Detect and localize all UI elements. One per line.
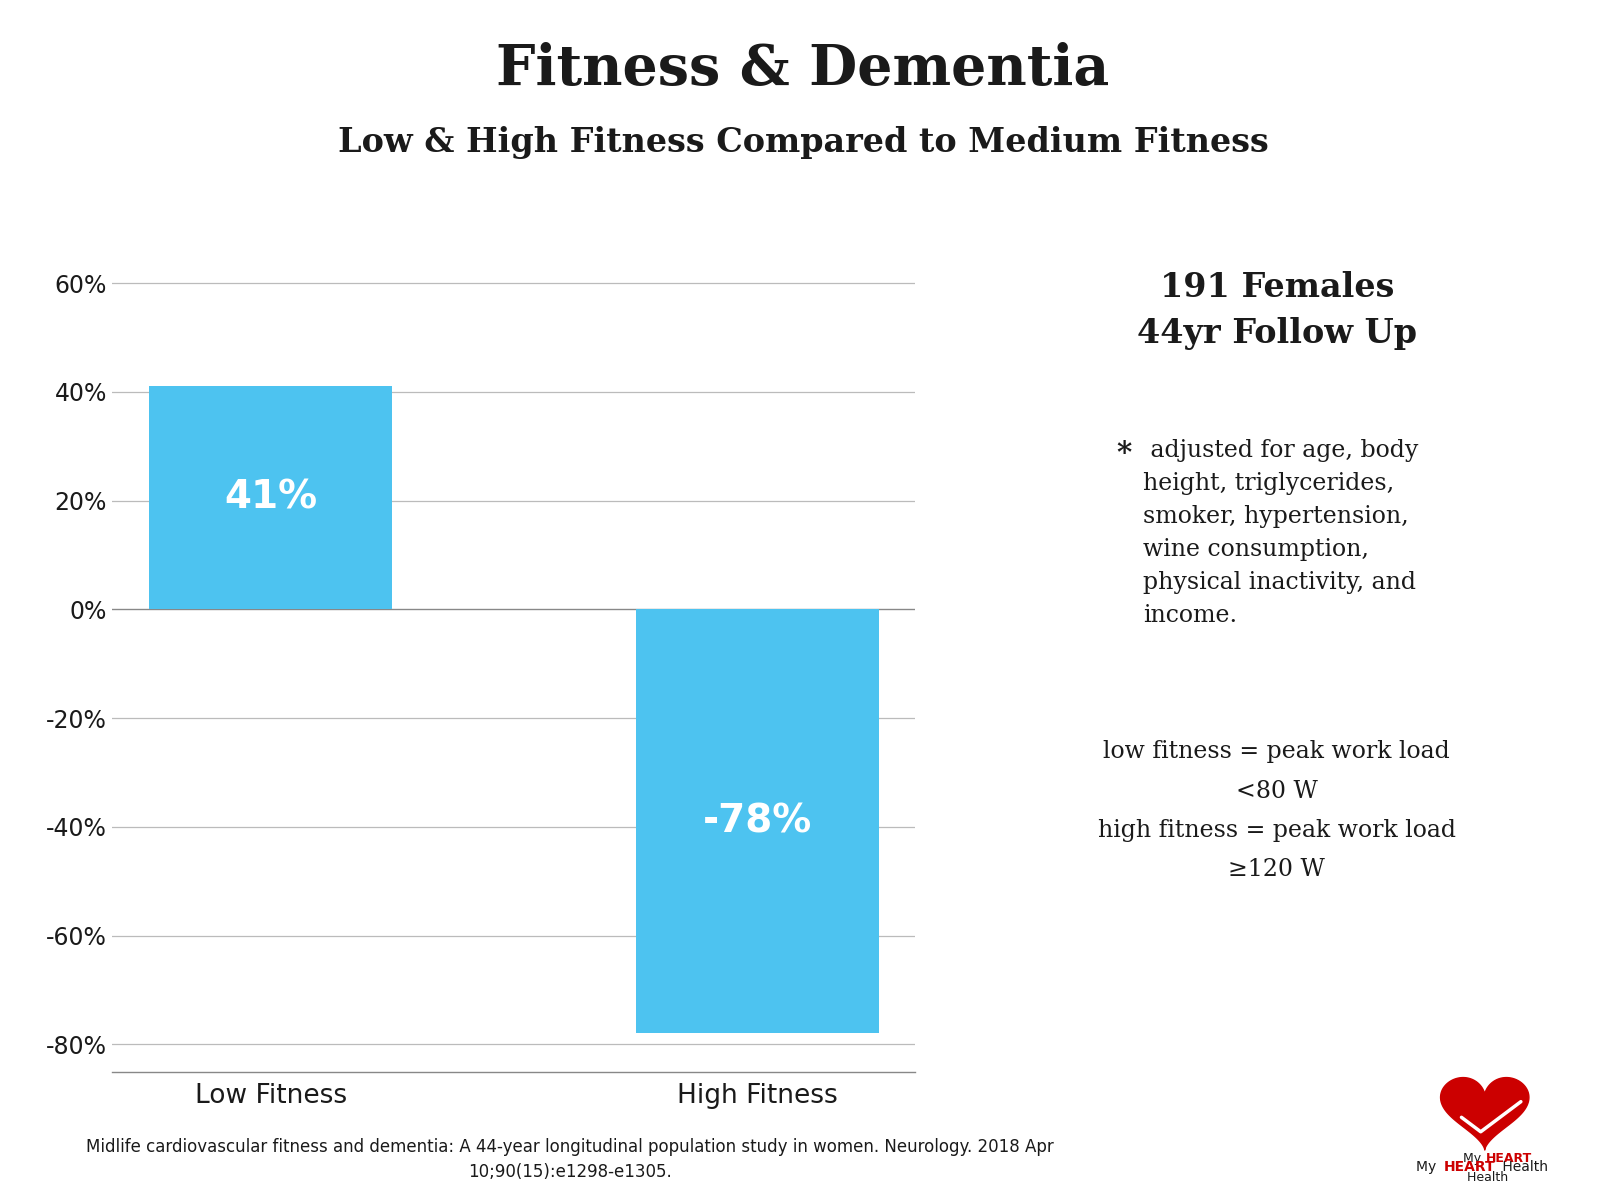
Text: low fitness = peak work load
<80 W
high fitness = peak work load
≥120 W: low fitness = peak work load <80 W high … <box>1098 740 1454 881</box>
Polygon shape <box>1440 1078 1528 1150</box>
Text: Health: Health <box>1462 1171 1507 1184</box>
Bar <box>149 386 392 609</box>
Text: -78%: -78% <box>703 802 812 840</box>
Text: 191 Females
44yr Follow Up: 191 Females 44yr Follow Up <box>1136 271 1416 350</box>
Text: Health: Health <box>1497 1159 1547 1174</box>
Text: adjusted for age, body
height, triglycerides,
smoker, hypertension,
wine consump: adjusted for age, body height, triglycer… <box>1143 439 1417 627</box>
Text: HEART: HEART <box>1443 1159 1494 1174</box>
Text: *: * <box>1115 439 1130 468</box>
Text: My: My <box>1416 1159 1440 1174</box>
Bar <box>636 609 878 1033</box>
Text: HEART: HEART <box>1485 1152 1531 1164</box>
Text: Midlife cardiovascular fitness and dementia: A 44-year longitudinal population s: Midlife cardiovascular fitness and demen… <box>87 1138 1053 1181</box>
Text: 41%: 41% <box>223 479 316 517</box>
Text: Fitness & Dementia: Fitness & Dementia <box>496 42 1109 98</box>
Text: My: My <box>1462 1152 1485 1164</box>
Text: Low & High Fitness Compared to Medium Fitness: Low & High Fitness Compared to Medium Fi… <box>337 126 1268 159</box>
